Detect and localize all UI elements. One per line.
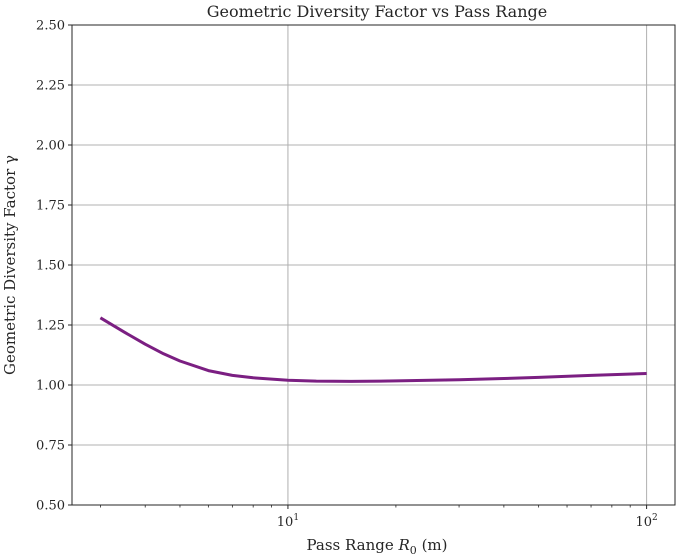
y-tick-label: 2.00 [36, 139, 65, 154]
x-tick-label: 101 [277, 513, 299, 530]
x-axis-ticks: 101 102 [99, 505, 658, 530]
series-line [99, 316, 647, 383]
y-tick-label: 2.25 [36, 79, 65, 94]
y-tick-label: 1.00 [36, 379, 65, 394]
y-tick-label: 1.25 [36, 319, 65, 334]
x-axis-label: Pass Range R0 (m) [306, 536, 447, 557]
chart-title: Geometric Diversity Factor vs Pass Range [207, 2, 547, 21]
y-tick-label: 2.50 [36, 19, 65, 34]
y-tick-label: 1.50 [36, 259, 65, 274]
y-axis-label: Geometric Diversity Factor γ [1, 155, 19, 375]
y-tick-label: 1.75 [36, 199, 65, 214]
grid [72, 24, 675, 506]
y-axis-ticks: 0.50 0.75 1.00 1.25 1.50 1.75 2.00 2.25 2.50 [36, 19, 72, 514]
series-layer [99, 316, 647, 383]
x-tick-label: 102 [635, 513, 657, 530]
y-tick-label: 0.50 [36, 499, 65, 514]
y-tick-label: 0.75 [36, 439, 65, 454]
